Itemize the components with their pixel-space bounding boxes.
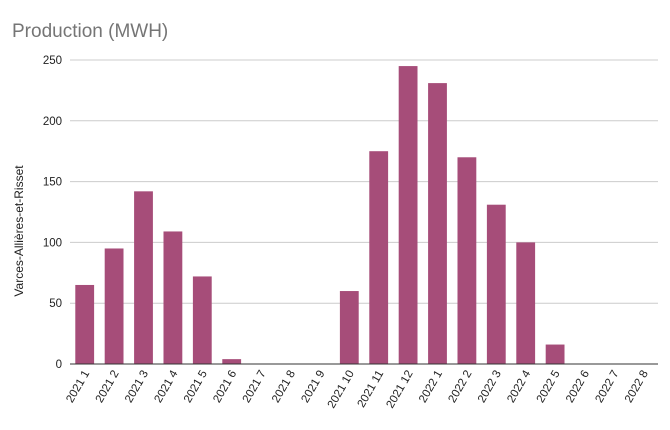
bar-2021-12 <box>398 66 418 364</box>
x-tick-label: 2021 8 <box>270 369 298 405</box>
bar-2021-3 <box>134 191 153 364</box>
x-tick-label: 2021 1 <box>64 369 92 405</box>
x-tick-label: 2021 6 <box>211 369 239 405</box>
x-tick-label: 2021 4 <box>153 368 181 405</box>
bar-2021-6 <box>222 359 242 364</box>
bar-2021-5 <box>192 276 212 364</box>
x-tick-label: 2021 9 <box>300 369 328 405</box>
gridlines <box>70 59 658 304</box>
bar-2022-4 <box>516 242 536 364</box>
y-tick-label: 150 <box>43 177 62 189</box>
x-tick-label: 2021 12 <box>385 369 416 411</box>
x-tick-label: 2022 2 <box>447 369 475 405</box>
x-tick-label: 2021 5 <box>182 369 210 405</box>
y-tick-label: 50 <box>49 298 62 310</box>
bar-2021-11 <box>369 151 389 364</box>
bar-2022-3 <box>486 204 506 364</box>
x-tick-label: 2022 1 <box>417 369 445 405</box>
x-tick-label: 2022 8 <box>623 369 651 405</box>
bar-2021-2 <box>104 248 124 364</box>
x-tick-label: 2021 2 <box>94 369 122 405</box>
x-tick-label: 2021 7 <box>241 369 269 405</box>
x-tick-label: 2022 4 <box>505 368 533 405</box>
y-tick-labels: 0 50 100 150 200 250 <box>43 55 62 371</box>
x-tick-label: 2022 5 <box>535 369 563 405</box>
x-tick-label: 2022 7 <box>594 369 622 405</box>
x-tick-label: 2021 3 <box>123 369 151 405</box>
x-tick-label: 2021 11 <box>356 369 387 410</box>
y-tick-label: 250 <box>43 55 62 67</box>
x-tick-label: 2022 6 <box>564 369 592 405</box>
chart-title: Production (MWH) <box>12 21 168 42</box>
bars <box>75 66 565 364</box>
bar-2021-10 <box>339 291 359 364</box>
y-tick-label: 200 <box>43 116 62 128</box>
bar-2021-1 <box>75 284 95 364</box>
y-axis-label: Varces-Allières-et-Risset <box>12 165 26 297</box>
y-tick-label: 100 <box>43 237 62 249</box>
bar-2022-1 <box>428 83 447 364</box>
y-tick-label: 0 <box>56 359 62 371</box>
bar-2022-2 <box>457 157 477 364</box>
x-tick-label: 2022 3 <box>476 369 504 405</box>
x-tick-labels: 2021 1 2021 2 2021 3 2021 4 2021 5 2021 6 2021… <box>64 368 651 411</box>
x-tick-label: 2021 10 <box>326 369 357 411</box>
bar-2022-5 <box>545 344 565 364</box>
bar-2021-4 <box>163 231 183 364</box>
